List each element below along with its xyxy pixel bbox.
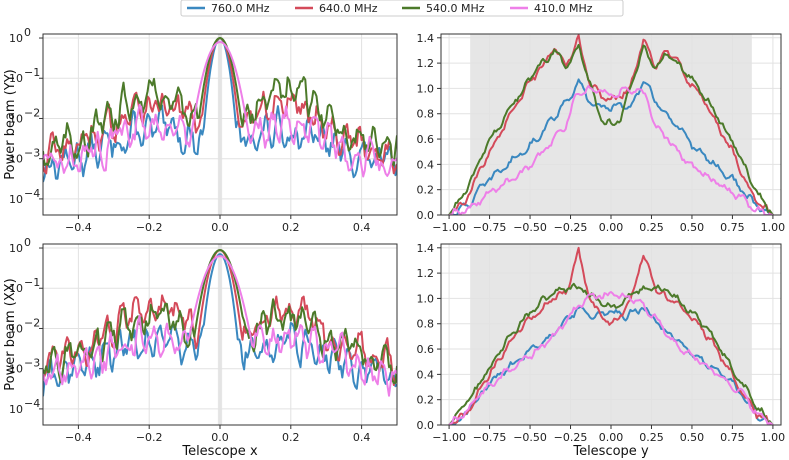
- y-tick-label: 1.4: [417, 242, 435, 255]
- series-line-640: [448, 246, 774, 425]
- panel-xx-y: −1.00 −0.75 −0.50 −0.25 0.00 0.25 0.50 0.75 1.00…: [417, 242, 786, 459]
- x-tick-label: −0.75: [473, 221, 507, 234]
- y-tick-exponent: −3: [24, 147, 40, 160]
- x-tick-label: −0.4: [65, 221, 92, 234]
- y-tick-exponent: −4: [24, 187, 40, 200]
- y-tick-exponent: −2: [24, 106, 40, 119]
- y-tick-label: 0.4: [417, 368, 435, 381]
- y-tick-label: 0.4: [417, 158, 435, 171]
- y-tick-label: 0.0: [417, 209, 435, 222]
- series-line-640: [448, 34, 774, 215]
- y-tick-label: 0.0: [417, 419, 435, 432]
- x-tick-label: 0.2: [282, 221, 300, 234]
- series-line-540: [448, 43, 774, 215]
- y-tick-label: 0.6: [417, 133, 435, 146]
- series-group: [448, 246, 774, 425]
- series-line-410: [448, 291, 774, 425]
- x-tick-label: −0.25: [554, 431, 588, 444]
- axes-frame: [42, 33, 398, 216]
- y-tick-label: 0.2: [417, 184, 435, 197]
- y-tick-exponent: −1: [24, 276, 40, 289]
- panel-yy-y: −1.00 −0.75 −0.50 −0.25 0.00 0.25 0.50 0.75 1.00…: [417, 32, 786, 234]
- y-tick-label: 0.6: [417, 343, 435, 356]
- series-line-540: [43, 37, 397, 167]
- y-tick-exponent: 0: [24, 26, 31, 39]
- y-tick-label: 10: [9, 112, 23, 125]
- y-tick-label: 1.0: [417, 292, 435, 305]
- series-line-410: [43, 41, 397, 178]
- y-tick-label: 1.0: [417, 82, 435, 95]
- y-tick-label: 0.8: [417, 318, 435, 331]
- y-tick-label: 1.2: [417, 267, 435, 280]
- series-group: [448, 34, 774, 215]
- x-tick-label: −0.25: [554, 221, 588, 234]
- x-tick-label: 0.75: [720, 221, 745, 234]
- x-tick-label: 1.00: [761, 221, 786, 234]
- x-tick-label: 0.4: [353, 431, 371, 444]
- y-axis-label: Power beam (YY): [3, 69, 18, 179]
- y-tick-exponent: 0: [24, 236, 31, 249]
- y-tick-label: 10: [9, 403, 23, 416]
- x-tick-label: 0.0: [211, 431, 229, 444]
- series-line-540: [448, 282, 774, 425]
- y-tick-label: 10: [9, 322, 23, 335]
- x-axis-label: Telescope x: [181, 444, 258, 459]
- x-tick-label: −0.50: [513, 431, 547, 444]
- x-tick-label: 0.4: [353, 221, 371, 234]
- y-tick-label: 10: [9, 32, 23, 45]
- x-tick-label: −1.00: [432, 221, 466, 234]
- y-tick-label: 0.8: [417, 108, 435, 121]
- x-tick-label: −1.00: [432, 431, 466, 444]
- y-tick-label: 10: [9, 282, 23, 295]
- legend-entry: 640.0 MHz: [319, 2, 378, 15]
- x-tick-label: −0.50: [513, 221, 547, 234]
- series-group: [43, 37, 397, 183]
- y-tick-label: 1.4: [417, 32, 435, 45]
- legend: 760.0 MHz 640.0 MHz 540.0 MHz 410.0 MHz: [180, 0, 624, 17]
- series-line-760: [448, 78, 774, 215]
- y-tick-label: 1.2: [417, 57, 435, 70]
- x-tick-label: 0.00: [599, 221, 624, 234]
- legend-entry: 760.0 MHz: [211, 2, 270, 15]
- axes-frame: [440, 33, 782, 216]
- x-tick-label: −0.4: [65, 431, 92, 444]
- legend-entry: 540.0 MHz: [426, 2, 485, 15]
- x-tick-label: 0.0: [211, 221, 229, 234]
- axes-frame: [440, 243, 782, 426]
- y-tick-label: 10: [9, 153, 23, 166]
- series-line-410: [43, 255, 397, 397]
- y-tick-label: 0.2: [417, 394, 435, 407]
- y-tick-label: 10: [9, 72, 23, 85]
- series-group: [43, 249, 397, 397]
- x-tick-label: 0.50: [680, 221, 705, 234]
- legend-entry: 410.0 MHz: [534, 2, 593, 15]
- x-tick-label: 0.2: [282, 431, 300, 444]
- x-axis-label: Telescope y: [572, 444, 649, 459]
- x-tick-label: 0.00: [599, 431, 624, 444]
- x-tick-label: 0.25: [639, 221, 664, 234]
- y-tick-label: 10: [9, 193, 23, 206]
- series-line-410: [448, 85, 774, 215]
- x-tick-label: 0.25: [639, 431, 664, 444]
- axes-frame: [42, 243, 398, 426]
- x-tick-label: 0.50: [680, 431, 705, 444]
- y-axis-label: Power beam (XX): [3, 278, 18, 390]
- x-tick-label: −0.2: [136, 221, 163, 234]
- x-tick-label: −0.75: [473, 431, 507, 444]
- y-tick-label: 10: [9, 242, 23, 255]
- x-tick-label: 1.00: [761, 431, 786, 444]
- x-tick-label: 0.75: [720, 431, 745, 444]
- y-tick-exponent: −2: [24, 316, 40, 329]
- y-tick-label: 10: [9, 363, 23, 376]
- y-tick-exponent: −4: [24, 397, 40, 410]
- x-tick-label: −0.2: [136, 431, 163, 444]
- y-tick-exponent: −3: [24, 357, 40, 370]
- y-tick-exponent: −1: [24, 66, 40, 79]
